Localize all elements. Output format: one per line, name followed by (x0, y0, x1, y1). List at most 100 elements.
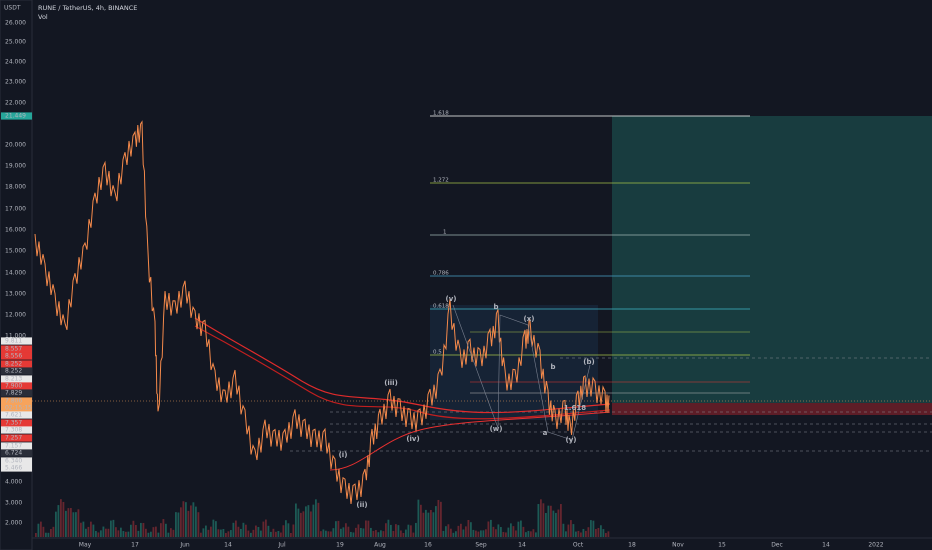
volume-bar (317, 502, 320, 537)
price-axis-label: 4.000 (5, 479, 22, 486)
volume-bar (517, 521, 520, 537)
volume-bar (222, 528, 225, 537)
price-axis-label: 9.811 (5, 338, 22, 345)
volume-bar (262, 521, 265, 537)
volume-bar (345, 523, 347, 537)
volume-bar (360, 527, 362, 537)
volume-bar (585, 530, 587, 537)
volume-bar (257, 527, 260, 537)
volume-bar (55, 511, 57, 537)
volume-bar (325, 530, 327, 537)
volume-bar (47, 532, 50, 537)
volume-bar (210, 526, 212, 537)
price-axis-label: 6.340 (5, 458, 22, 465)
volume-bar (422, 512, 425, 537)
volume-bar (410, 525, 412, 537)
price-axis-label: 13.000 (5, 291, 26, 298)
volume-bar (35, 533, 37, 537)
volume-bar (170, 528, 172, 537)
volume-bar (295, 503, 297, 537)
volume-bar (287, 523, 290, 537)
volume-bar (570, 520, 572, 537)
volume-bar (260, 530, 262, 537)
volume-bar (207, 529, 210, 537)
volume-bar (475, 530, 477, 537)
volume-bar (387, 519, 390, 537)
wave-label: (b) (583, 358, 594, 366)
volume-bar (37, 523, 40, 537)
volume-bar (495, 529, 497, 537)
volume-bar (407, 524, 410, 537)
volume-bar (442, 530, 445, 537)
price-axis-label: 20.000 (5, 142, 26, 149)
volume-bar (165, 523, 167, 537)
volume-bar (130, 524, 132, 537)
fib-label: 0.786 (433, 271, 449, 277)
volume-bar (92, 524, 95, 537)
volume-bar (522, 526, 525, 537)
volume-bar (202, 528, 205, 537)
volume-bar (347, 526, 350, 537)
volume-bar (382, 531, 385, 537)
volume-bar (152, 527, 155, 537)
volume-bar (137, 530, 140, 537)
time-axis-label: 19 (336, 542, 344, 549)
wave-label: (iv) (406, 435, 419, 443)
volume-bar (535, 532, 537, 537)
price-series (34, 120, 610, 505)
volume-bar (200, 532, 202, 537)
price-tag (1, 345, 32, 353)
volume-bar (42, 526, 45, 537)
volume-bar (445, 526, 447, 537)
volume-bar (437, 499, 440, 537)
price-tag (1, 382, 32, 390)
volume-bar (125, 531, 127, 537)
volume-bar (337, 520, 340, 537)
price-tag (1, 112, 32, 120)
volume-bar (60, 499, 62, 537)
volume-bar (457, 525, 460, 537)
volume-bar (595, 528, 597, 537)
volume-bar (497, 524, 500, 537)
volume-bar (560, 504, 562, 537)
volume-bar (392, 530, 395, 537)
volume-bar (197, 512, 200, 537)
volume-bar (432, 512, 435, 537)
volume-bar (265, 519, 267, 537)
wave-label: (x) (524, 315, 535, 323)
volume-bar (280, 532, 282, 537)
price-axis-label: 7.621 (5, 412, 22, 419)
price-tag (1, 442, 32, 450)
symbol-title: RUNE / TetherUS, 4h, BINANCE (38, 4, 137, 12)
volume-bar (505, 532, 507, 537)
volume-bar (110, 520, 112, 537)
volume-bar (602, 529, 605, 537)
wave-label: (w) (490, 425, 503, 433)
price-axis-label: 7.257 (5, 435, 22, 442)
volume-bar (157, 532, 160, 537)
volume-bar (112, 519, 115, 537)
volume-bar (530, 531, 532, 537)
volume-bar (565, 531, 567, 537)
time-axis-label: Dec (771, 542, 783, 549)
volume-bar (590, 520, 592, 537)
price-tag (1, 397, 32, 405)
volume-bar (150, 531, 152, 537)
time-axis-label: Jul (277, 542, 286, 549)
volume-bar (147, 532, 150, 537)
price-axis-label: 12.000 (5, 312, 26, 319)
moving-average (329, 411, 611, 471)
currency-label: USDT (4, 5, 21, 12)
price-tag (1, 464, 32, 472)
volume-bar (330, 531, 332, 537)
volume-bar (50, 529, 52, 537)
volume-bar (575, 531, 577, 537)
volume-bar (425, 509, 427, 537)
volume-bar (77, 509, 80, 537)
wave-lines (452, 304, 591, 441)
volume-bar (277, 530, 280, 537)
volume-bar (227, 531, 230, 537)
indicator-name: Vol (38, 13, 48, 21)
